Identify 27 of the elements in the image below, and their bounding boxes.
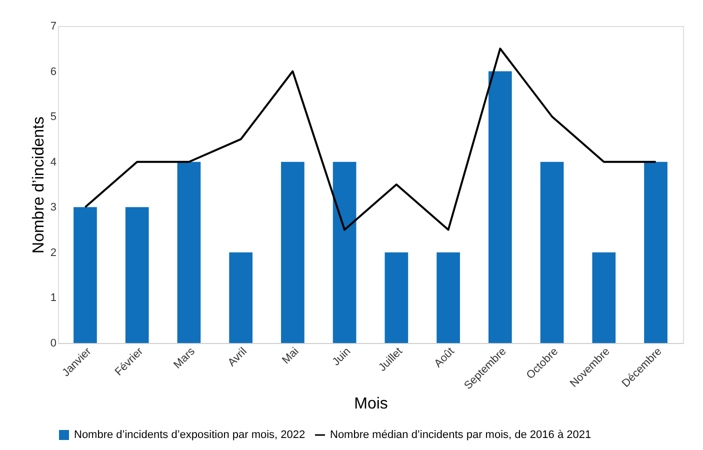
bar [125, 207, 149, 343]
y-axis-title: Nombre d’incidents [30, 116, 48, 254]
bar [332, 162, 356, 343]
y-tick-label: 3 [50, 202, 56, 214]
bar [436, 252, 460, 343]
x-tick-label: Juin [330, 346, 354, 368]
y-tick-label: 5 [50, 111, 56, 124]
bar [229, 252, 252, 343]
bar [592, 252, 616, 343]
x-axis-title: Mois [354, 395, 388, 412]
x-tick-label: Mai [280, 346, 302, 367]
bar [177, 162, 201, 343]
y-tick-label: 2 [50, 246, 56, 259]
y-tick-label: 7 [50, 20, 56, 32]
bar [540, 162, 564, 343]
bar [644, 162, 668, 343]
legend-label: Nombre d’incidents d’exposition par mois, 2022 [74, 429, 306, 441]
bar [74, 207, 97, 343]
y-tick-label: 4 [50, 156, 56, 168]
y-tick-label: 6 [50, 66, 56, 78]
y-tick-label: 1 [50, 292, 56, 304]
y-tick-label: 0 [50, 338, 56, 350]
bar [384, 252, 408, 343]
legend-label: Nombre médian d’incidents par mois, de 2016 à 2021 [330, 429, 592, 441]
bar [488, 71, 512, 343]
line-series [84, 48, 657, 231]
bar [281, 162, 304, 343]
